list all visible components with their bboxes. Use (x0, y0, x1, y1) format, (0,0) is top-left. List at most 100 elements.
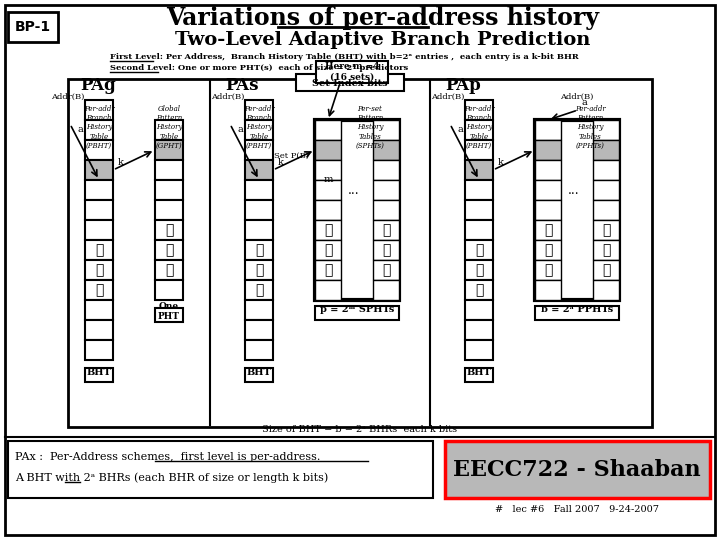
Text: b = 2ᵃ PPHTs: b = 2ᵃ PPHTs (541, 305, 613, 314)
Bar (373, 220, 399, 240)
Bar (245, 100, 273, 120)
Text: k: k (278, 158, 284, 167)
Text: Variations of per-address history: Variations of per-address history (166, 6, 600, 30)
Text: Second Level: One or more PHT(s)  each of size = 2ᵏ predictors: Second Level: One or more PHT(s) each of… (110, 64, 408, 72)
Bar (155, 240, 183, 260)
Bar (535, 140, 561, 160)
Bar (85, 220, 113, 240)
Text: a: a (457, 125, 463, 134)
Bar (465, 320, 493, 340)
Text: PAx :  Per-Address schemes,  first level is per-address.: PAx : Per-Address schemes, first level i… (15, 452, 320, 462)
Text: ⋮: ⋮ (95, 243, 103, 257)
Text: k: k (498, 158, 504, 167)
Text: Per-set
Pattern
History
Tables
(SPHTs): Per-set Pattern History Tables (SPHTs) (356, 105, 384, 150)
Bar (373, 140, 399, 160)
Text: One
PHT: One PHT (158, 302, 180, 321)
Bar (85, 100, 113, 120)
Bar (315, 160, 341, 180)
Text: ...: ... (348, 184, 360, 197)
Bar (85, 120, 113, 140)
Bar (373, 280, 399, 300)
Bar (245, 140, 273, 160)
Text: ⋮: ⋮ (95, 283, 103, 297)
Bar (245, 280, 273, 300)
Bar (465, 140, 493, 160)
Bar (465, 260, 493, 280)
Text: Addr(B): Addr(B) (211, 93, 244, 101)
Bar (8, 12, 58, 42)
Bar (155, 200, 183, 220)
Text: Per-addr
Branch
History
Table
(PBHT): Per-addr Branch History Table (PBHT) (84, 105, 114, 150)
Bar (593, 200, 619, 220)
Text: ⋮: ⋮ (474, 283, 483, 297)
Bar (465, 100, 493, 120)
Text: Per-addr
Pattern
History
Tables
(PPHTs): Per-addr Pattern History Tables (PPHTs) (575, 105, 606, 150)
Text: ⋮: ⋮ (544, 223, 552, 237)
Bar (245, 220, 273, 240)
Text: ⋮: ⋮ (474, 263, 483, 277)
Bar (155, 120, 183, 140)
Bar (535, 200, 561, 220)
Bar (535, 240, 561, 260)
Text: ⋮: ⋮ (165, 263, 174, 277)
Bar (85, 320, 113, 340)
Text: ⋮: ⋮ (544, 263, 552, 277)
Text: BHT: BHT (247, 368, 271, 377)
Bar (155, 280, 183, 300)
Bar (535, 306, 619, 320)
Text: ⋮: ⋮ (165, 243, 174, 257)
Text: k: k (118, 158, 124, 167)
Text: ⋮: ⋮ (324, 243, 332, 257)
Text: Global
Pattern
History
Table
(GPHT): Global Pattern History Table (GPHT) (156, 105, 182, 150)
Text: A BHT with 2ᵃ BHRs (each BHR of size or length k bits): A BHT with 2ᵃ BHRs (each BHR of size or … (15, 472, 328, 483)
Bar (315, 220, 341, 240)
Text: Addr(B): Addr(B) (560, 93, 593, 101)
Bar (245, 200, 273, 220)
Bar (315, 180, 341, 200)
Bar (85, 300, 113, 320)
Bar (85, 140, 113, 160)
Bar (85, 160, 113, 180)
Bar (465, 300, 493, 320)
Bar (535, 120, 561, 140)
Bar (465, 160, 493, 180)
Bar (85, 260, 113, 280)
Text: a: a (581, 98, 587, 107)
Bar (155, 308, 183, 322)
Text: Size of BHT = b = 2ᵃ BHRs  each k bits: Size of BHT = b = 2ᵃ BHRs each k bits (262, 426, 458, 435)
Text: ⋮: ⋮ (382, 243, 390, 257)
Bar (296, 74, 404, 91)
Text: ⋮: ⋮ (324, 223, 332, 237)
Bar (245, 120, 273, 140)
Text: p = 2ᵐ SPHTs: p = 2ᵐ SPHTs (320, 305, 394, 314)
Bar (245, 340, 273, 360)
Text: ⋮: ⋮ (602, 243, 610, 257)
Bar (445, 441, 710, 498)
Bar (315, 120, 341, 140)
Bar (535, 260, 561, 280)
Text: EECC722 - Shaaban: EECC722 - Shaaban (453, 459, 701, 481)
Bar (245, 368, 273, 382)
Bar (315, 280, 341, 300)
Bar (315, 260, 341, 280)
Bar (315, 200, 341, 220)
Bar (245, 240, 273, 260)
Bar (373, 200, 399, 220)
Text: First Level: Per Address,  Branch History Table (BHT) with b=2ᵃ entries ,  each : First Level: Per Address, Branch History… (110, 53, 579, 61)
Text: ⋮: ⋮ (602, 223, 610, 237)
Bar (245, 160, 273, 180)
Bar (245, 300, 273, 320)
Bar (535, 120, 619, 300)
Bar (315, 120, 399, 300)
Bar (465, 220, 493, 240)
Bar (245, 320, 273, 340)
Bar (245, 180, 273, 200)
Bar (465, 340, 493, 360)
Bar (373, 260, 399, 280)
Bar (155, 180, 183, 200)
Bar (465, 200, 493, 220)
Bar (465, 280, 493, 300)
Text: Two-Level Adaptive Branch Prediction: Two-Level Adaptive Branch Prediction (175, 31, 590, 49)
Text: BHT: BHT (86, 368, 112, 377)
Text: ⋮: ⋮ (95, 263, 103, 277)
